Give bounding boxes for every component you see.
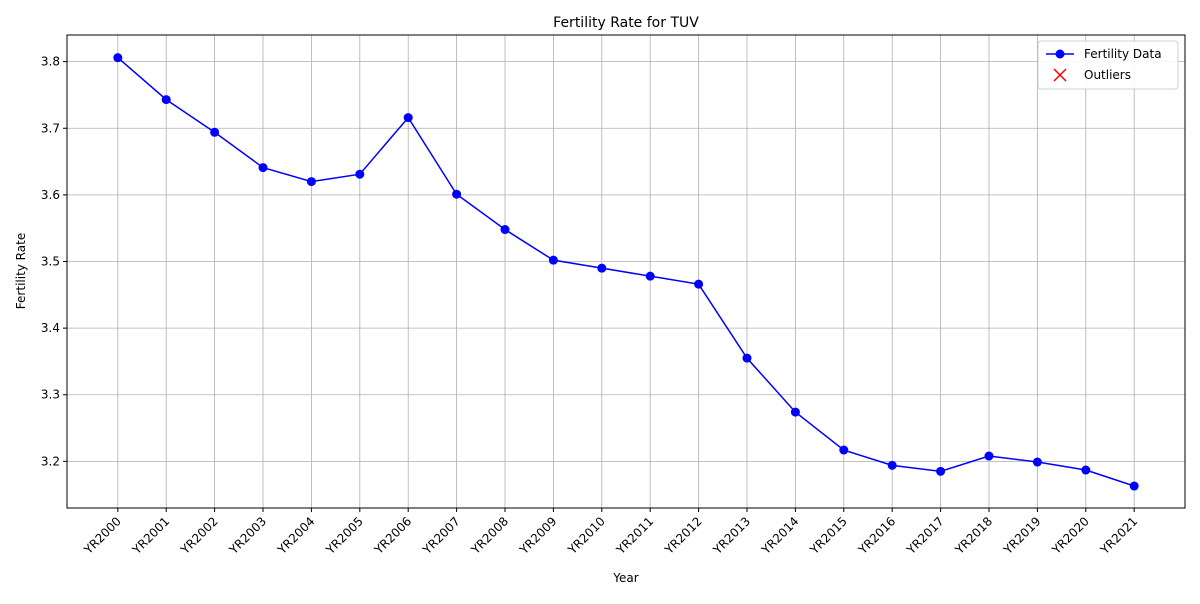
marker bbox=[887, 460, 897, 470]
marker bbox=[1081, 465, 1091, 475]
y-tick-label: 3.2 bbox=[41, 454, 60, 468]
x-tick-label: YR2003 bbox=[226, 514, 269, 557]
marker bbox=[936, 466, 946, 476]
marker bbox=[258, 163, 268, 173]
x-tick-label: YR2018 bbox=[952, 514, 995, 557]
x-tick-label: YR2010 bbox=[565, 514, 608, 557]
y-tick-label: 3.7 bbox=[41, 121, 60, 135]
x-tick-label: YR2015 bbox=[807, 514, 850, 557]
y-axis-label: Fertility Rate bbox=[14, 233, 28, 309]
marker bbox=[548, 255, 558, 265]
marker bbox=[839, 445, 849, 455]
x-tick-label: YR2005 bbox=[323, 514, 366, 557]
marker bbox=[597, 263, 607, 273]
marker bbox=[984, 451, 994, 461]
x-tick-label: YR2009 bbox=[516, 514, 559, 557]
marker bbox=[210, 127, 220, 137]
marker bbox=[742, 353, 752, 363]
chart-title: Fertility Rate for TUV bbox=[553, 15, 699, 31]
x-tick-label: YR2021 bbox=[1097, 514, 1140, 557]
marker bbox=[161, 95, 171, 105]
x-tick-label: YR2006 bbox=[371, 514, 414, 557]
plot-frame bbox=[66, 34, 1186, 509]
marker bbox=[1032, 457, 1042, 467]
x-tick-label: YR2020 bbox=[1049, 514, 1092, 557]
y-tick-label: 3.3 bbox=[41, 388, 60, 402]
x-tick-label: YR2002 bbox=[177, 514, 220, 557]
marker bbox=[694, 279, 704, 289]
x-tick-label: YR2008 bbox=[468, 514, 511, 557]
x-tick-label: YR2001 bbox=[129, 514, 172, 557]
marker bbox=[452, 189, 462, 199]
x-tick-label: YR2004 bbox=[274, 514, 317, 557]
x-tick-label: YR2019 bbox=[1000, 514, 1043, 557]
x-tick-label: YR2016 bbox=[855, 514, 898, 557]
x-tick-label: YR2012 bbox=[661, 514, 704, 557]
marker bbox=[500, 225, 510, 235]
marker bbox=[1129, 481, 1139, 491]
marker bbox=[355, 169, 365, 179]
x-axis-label: Year bbox=[612, 571, 638, 585]
legend-box bbox=[1037, 40, 1179, 90]
x-tick-label: YR2017 bbox=[903, 514, 946, 557]
y-tick-label: 3.8 bbox=[41, 55, 60, 69]
x-tick-label: YR2000 bbox=[81, 514, 124, 557]
y-tick-label: 3.5 bbox=[41, 255, 60, 269]
y-tick-label: 3.4 bbox=[41, 321, 60, 335]
marker bbox=[403, 113, 413, 123]
legend-label: Fertility Data bbox=[1084, 47, 1162, 61]
x-tick-label: YR2011 bbox=[613, 514, 656, 557]
marker bbox=[790, 407, 800, 417]
series-line bbox=[117, 57, 1135, 487]
x-tick-label: YR2007 bbox=[419, 514, 462, 557]
x-tick-label: YR2013 bbox=[710, 514, 753, 557]
y-tick-label: 3.6 bbox=[41, 188, 60, 202]
legend-label: Outliers bbox=[1084, 68, 1131, 82]
marker bbox=[306, 177, 316, 187]
legend-marker bbox=[1055, 49, 1065, 59]
marker bbox=[645, 271, 655, 281]
marker bbox=[113, 53, 123, 63]
legend-marker bbox=[1053, 68, 1067, 82]
x-tick-label: YR2014 bbox=[758, 514, 801, 557]
legend: Fertility Data Outliers bbox=[1037, 40, 1179, 90]
